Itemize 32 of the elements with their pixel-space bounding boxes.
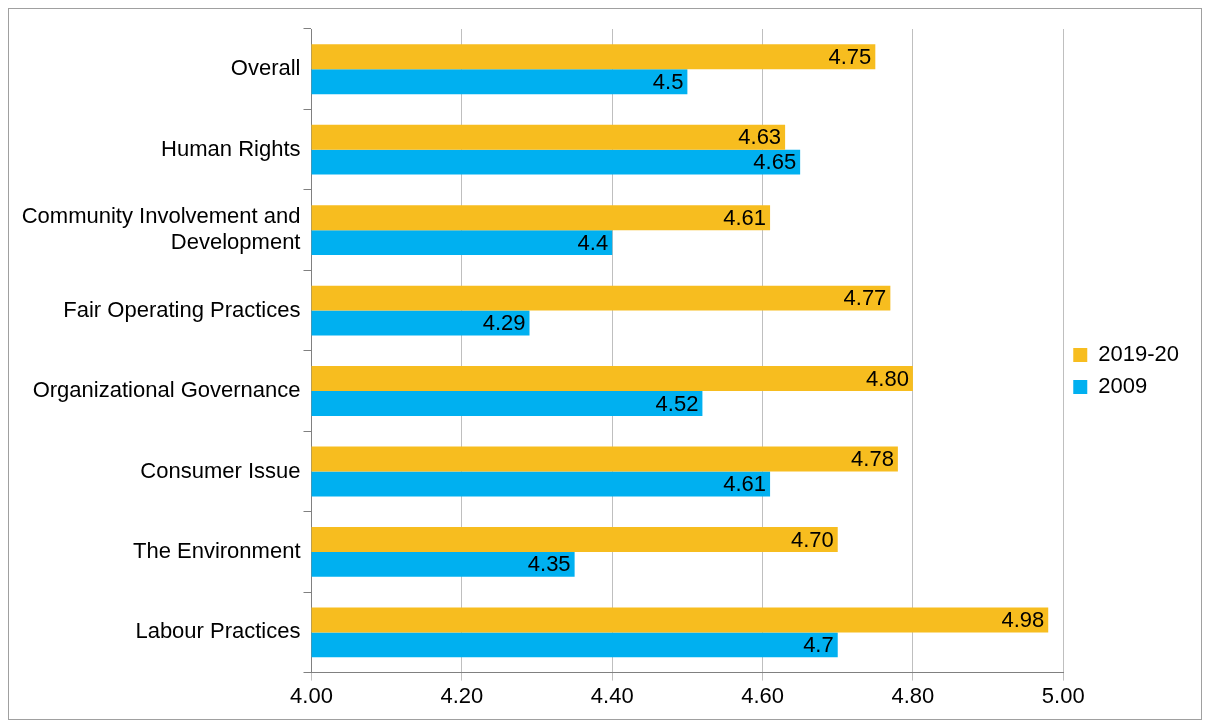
data-label: 4.77: [843, 285, 887, 311]
legend-label: 2009: [1098, 373, 1148, 399]
x-tick-label: 4.00: [290, 682, 333, 708]
y-tick-label: Community Involvement and Development: [21, 202, 301, 255]
data-label: 4.4: [577, 229, 609, 255]
y-tick-label: Consumer Issue: [140, 457, 301, 483]
data-label: 4.75: [828, 43, 872, 69]
data-label: 4.98: [1001, 606, 1045, 632]
data-label: 4.61: [723, 204, 767, 230]
data-label: 4.63: [738, 124, 782, 150]
y-tick-label: Organizational Governance: [32, 377, 301, 403]
x-tick-label: 4.40: [590, 682, 634, 708]
y-tick-label: Fair Operating Practices: [63, 296, 301, 322]
y-tick-label: The Environment: [132, 537, 301, 563]
data-label: 4.61: [723, 471, 767, 497]
data-label: 4.80: [866, 365, 909, 391]
data-label: 4.52: [655, 390, 699, 416]
data-label: 4.65: [753, 149, 797, 175]
x-tick-label: 4.20: [440, 682, 484, 708]
x-tick-label: 4.80: [891, 682, 935, 708]
data-label: 4.5: [652, 68, 684, 94]
data-label: 4.70: [790, 526, 834, 552]
x-tick-label: 4.60: [741, 682, 784, 708]
data-label: 4.7: [803, 631, 834, 657]
x-tick-label: 5.00: [1041, 682, 1085, 708]
legend-label: 2019-20: [1098, 341, 1180, 367]
data-label: 4.35: [527, 551, 571, 577]
y-tick-label: Overall: [230, 55, 301, 81]
y-tick-label: Labour Practices: [135, 618, 301, 644]
data-label: 4.29: [482, 310, 526, 336]
data-label: 4.78: [851, 446, 894, 472]
y-tick-label: Human Rights: [161, 135, 301, 161]
